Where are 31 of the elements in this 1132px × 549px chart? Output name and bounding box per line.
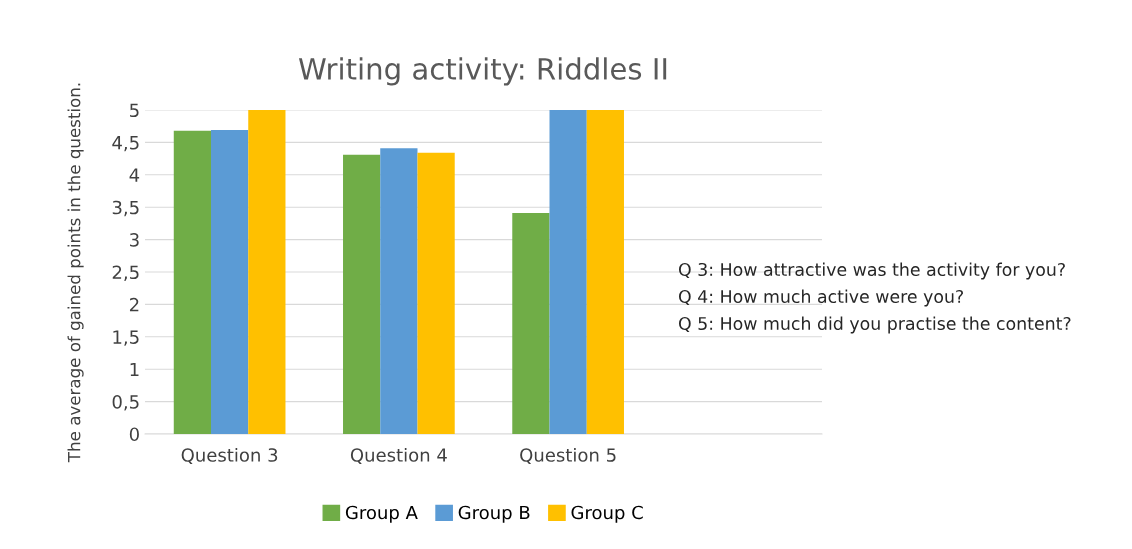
y-tick-label: 2,5 — [112, 265, 139, 281]
legend-label: Group A — [345, 505, 418, 523]
y-tick-label: 4 — [129, 168, 140, 182]
annotation: Q 3: How attractive was the activity for you? — [678, 262, 1065, 280]
bar — [380, 148, 418, 434]
y-tick-label: 1,5 — [113, 330, 139, 346]
y-tick-label: 0,5 — [112, 395, 139, 411]
y-tick-label: 2 — [129, 297, 139, 312]
x-tick-label: Question 3 — [181, 447, 278, 464]
y-tick-label: 5 — [130, 103, 139, 118]
bar — [248, 110, 286, 434]
legend-label: Group C — [571, 505, 643, 523]
y-tick-label: 1 — [130, 362, 139, 377]
y-axis-title: The average of gained points in the question. — [67, 83, 84, 463]
bar — [586, 110, 624, 434]
bar — [549, 110, 587, 434]
bar — [512, 213, 550, 434]
bar — [211, 130, 249, 434]
annotation: Q 5: How much did you practise the content? — [678, 316, 1071, 334]
x-tick-label: Question 4 — [350, 447, 447, 464]
y-tick-label: 4,5 — [112, 136, 139, 152]
bar — [173, 130, 212, 434]
bar — [343, 154, 381, 434]
y-tick-label: 3 — [130, 233, 139, 247]
y-tick-label: 0 — [129, 427, 139, 442]
legend-label: Group B — [458, 505, 530, 523]
y-tick-label: 3,5 — [112, 200, 139, 217]
chart-title: Writing activity: Riddles II — [298, 57, 667, 86]
annotation: Q 4: How much active were you? — [678, 289, 963, 307]
bar — [417, 152, 455, 434]
x-tick-label: Question 5 — [520, 447, 616, 464]
